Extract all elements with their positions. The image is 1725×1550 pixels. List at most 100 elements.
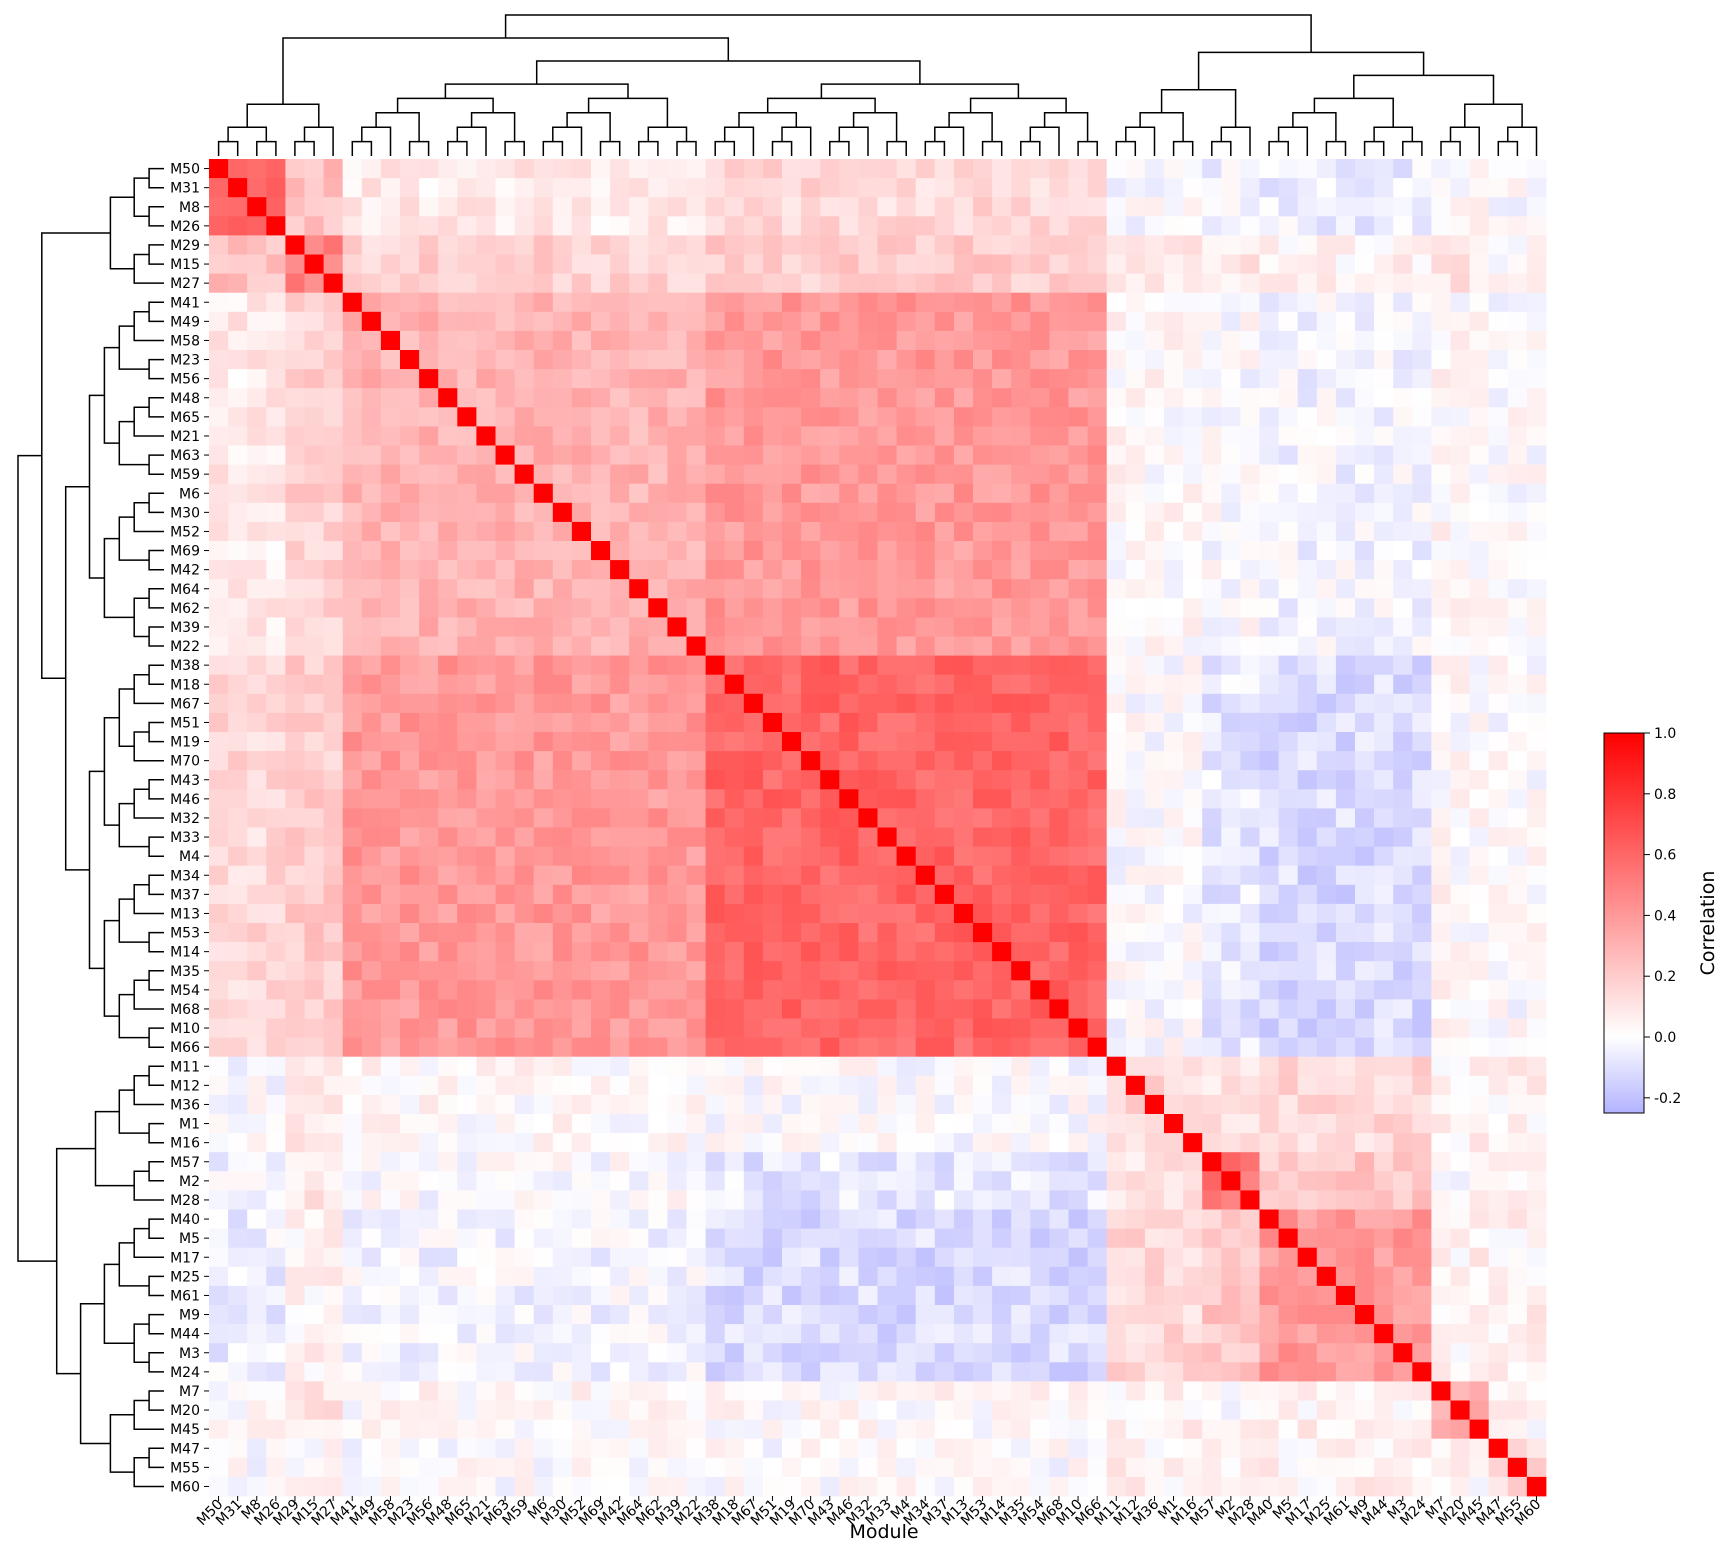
- heatmap-cell: [839, 999, 859, 1019]
- heatmap-cell: [648, 273, 668, 294]
- heatmap-cell: [1278, 1094, 1299, 1115]
- heatmap-cell: [743, 579, 764, 599]
- heatmap-cell: [973, 1324, 993, 1344]
- heatmap-cell: [743, 1419, 764, 1440]
- heatmap-cell: [1507, 674, 1528, 695]
- heatmap-cell: [285, 980, 305, 1000]
- heatmap-cell: [1030, 884, 1050, 905]
- heatmap-cell: [648, 808, 668, 828]
- heatmap-cell: [1164, 445, 1184, 465]
- heatmap-cell: [1355, 770, 1375, 790]
- heatmap-cell: [266, 426, 286, 446]
- heatmap-cell: [1507, 1228, 1528, 1249]
- heatmap-cell: [361, 521, 382, 542]
- heatmap-cell: [858, 541, 878, 561]
- heatmap-cell: [552, 388, 573, 408]
- heatmap-cell: [839, 273, 859, 294]
- heatmap-cell: [533, 923, 554, 943]
- heatmap-cell: [285, 579, 305, 599]
- heatmap-cell: [552, 445, 573, 465]
- heatmap-cell: [1431, 1190, 1451, 1210]
- heatmap-cell: [1526, 674, 1547, 695]
- heatmap-cell: [1316, 560, 1337, 580]
- heatmap-cell: [1030, 1247, 1050, 1268]
- heatmap-cell: [896, 197, 917, 217]
- heatmap-cell: [839, 1075, 859, 1096]
- heatmap-cell: [1374, 1362, 1394, 1382]
- heatmap-cell: [1526, 1018, 1547, 1038]
- heatmap-cell: [1431, 407, 1451, 427]
- heatmap-cell: [533, 330, 554, 351]
- heatmap-cell: [839, 1056, 859, 1077]
- heatmap-cell: [361, 1476, 382, 1497]
- heatmap-cell: [419, 884, 439, 905]
- heatmap-cell: [762, 292, 783, 313]
- heatmap-cell: [686, 483, 706, 504]
- heatmap-cell: [380, 846, 401, 867]
- heatmap-cell: [323, 961, 344, 981]
- heatmap-cell: [610, 961, 630, 981]
- heatmap-cell: [896, 311, 917, 332]
- heatmap-cell: [342, 1114, 363, 1134]
- heatmap-cell: [705, 483, 726, 504]
- heatmap-cell: [266, 1419, 286, 1440]
- heatmap-cell: [743, 541, 764, 561]
- heatmap-cell: [1049, 369, 1069, 389]
- dendrogram-link: [447, 140, 468, 156]
- heatmap-cell: [342, 1324, 363, 1344]
- heatmap-cell: [380, 961, 401, 981]
- heatmap-cell: [705, 407, 726, 427]
- heatmap-cell: [361, 1438, 382, 1459]
- heatmap-cell: [1278, 674, 1299, 695]
- heatmap-cell: [1087, 197, 1108, 217]
- heatmap-cell: [400, 273, 420, 294]
- heatmap-cell: [533, 178, 554, 198]
- heatmap-cell: [533, 1114, 554, 1134]
- heatmap-cell: [705, 712, 726, 733]
- heatmap-cell: [896, 407, 917, 427]
- heatmap-cell: [743, 1114, 764, 1134]
- heatmap-cell: [361, 1171, 382, 1191]
- heatmap-cell: [1164, 464, 1184, 485]
- heatmap-cell: [1335, 1152, 1356, 1172]
- heatmap-cell: [323, 1190, 344, 1210]
- heatmap-cell: [1164, 865, 1184, 886]
- heatmap-cell: [648, 521, 668, 542]
- heatmap-cell: [285, 884, 305, 905]
- heatmap-cell: [820, 751, 840, 771]
- heatmap-cell: [571, 159, 592, 179]
- heatmap-cell: [1030, 464, 1050, 485]
- heatmap-cell: [1259, 216, 1279, 236]
- heatmap-cell: [1011, 216, 1031, 236]
- heatmap-cell: [342, 1190, 363, 1210]
- heatmap-cell: [705, 560, 726, 580]
- heatmap-cell: [858, 789, 878, 809]
- heatmap-cell: [858, 693, 878, 714]
- heatmap-cell: [514, 1152, 535, 1172]
- dendrogram-link: [88, 394, 105, 579]
- heatmap-cell: [361, 1152, 382, 1172]
- heatmap-cell: [610, 827, 630, 847]
- heatmap-cell: [667, 827, 687, 847]
- heatmap-cell: [1259, 789, 1279, 809]
- heatmap-cell: [877, 216, 897, 236]
- heatmap-cell: [552, 980, 573, 1000]
- heatmap-cell: [858, 999, 878, 1019]
- heatmap-cell: [591, 1037, 611, 1058]
- heatmap-cell: [1144, 923, 1165, 943]
- heatmap-cell: [953, 865, 974, 886]
- heatmap-cell: [629, 197, 649, 217]
- heatmap-cell: [228, 1171, 248, 1191]
- heatmap-cell: [1030, 770, 1050, 790]
- heatmap-cell: [610, 674, 630, 695]
- heatmap-cell: [934, 865, 955, 886]
- heatmap-cell: [629, 1285, 649, 1306]
- heatmap-cell: [380, 560, 401, 580]
- heatmap-cell: [839, 1114, 859, 1134]
- heatmap-cell: [782, 1209, 802, 1229]
- heatmap-cell: [1316, 1438, 1337, 1459]
- heatmap-cell: [1507, 197, 1528, 217]
- heatmap-cell: [400, 521, 420, 542]
- heatmap-cell: [705, 999, 726, 1019]
- heatmap-cell: [1259, 159, 1279, 179]
